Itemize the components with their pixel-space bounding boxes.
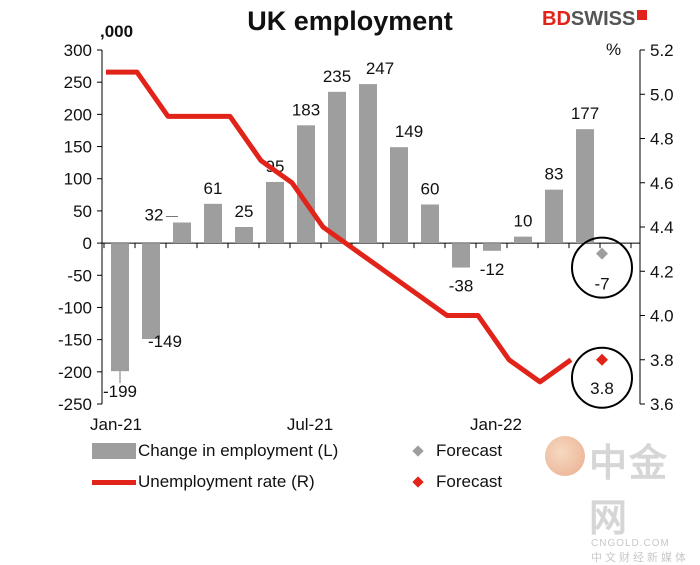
forecast-employment-label: -7 [594,275,609,294]
bar [204,203,222,244]
legend-forecast-red: Forecast [410,472,502,492]
legend-forecast-red-label: Forecast [436,472,503,491]
bar-label: 247 [366,59,394,78]
bar [297,125,315,244]
left-tick-label: 150 [64,138,92,157]
left-tick-label: 200 [64,105,92,124]
watermark: 中金网 CNGOLD.COM 中文财经新媒体 [545,432,700,565]
watermark-logo-icon [545,436,585,476]
bar-label: 83 [545,165,564,184]
left-tick-label: -100 [58,298,92,317]
logo-bd-text: BD [542,8,571,30]
left-tick-label: 0 [83,234,92,253]
legend-line: Unemployment rate (R) [92,472,315,492]
right-tick-label: 3.6 [650,395,674,414]
logo-flag-icon [637,10,648,20]
bar-label: 177 [571,104,599,123]
right-tick-label: 4.0 [650,307,674,326]
bar [421,204,439,244]
bar-label: 235 [323,67,351,86]
forecast-unemployment-marker [596,353,608,366]
bar [359,84,377,244]
left-tick-label: -50 [67,266,92,285]
bar [142,243,160,339]
right-tick-label: 5.0 [650,85,674,104]
left-tick-label: 50 [73,202,92,221]
bar [545,189,563,244]
left-tick-label: 300 [64,41,92,60]
bar [111,243,129,372]
left-tick-label: -200 [58,363,92,382]
bar [452,243,470,268]
bar [576,129,594,244]
legend-forecast-grey-label: Forecast [436,441,503,460]
left-axis-unit: ,000 [100,22,134,41]
bar-label: 149 [395,122,423,141]
bar-label: 61 [204,179,223,198]
forecast-unemployment-circle [571,346,633,409]
x-tick-label: Jan-22 [470,415,522,434]
legend-line-label: Unemployment rate (R) [138,472,315,491]
bar-label: 10 [514,212,533,231]
logo-swiss-text: SWISS [570,8,636,30]
legend-line-swatch [92,479,136,485]
x-tick-label: Jul-21 [287,415,333,434]
bar [266,181,284,244]
bdswiss-logo: BDSWISS [542,8,648,31]
bar-label: 183 [292,100,320,119]
unemployment-line [106,69,573,385]
left-tick-label: 100 [64,170,92,189]
bar [390,147,408,244]
bar-label: -199 [103,382,137,401]
right-tick-label: 5.2 [650,41,674,60]
left-tick-label: 250 [64,73,92,92]
legend-forecast-red-diamond-icon [412,476,424,488]
employment-chart: 300 250 200 150 100 50 0 -50 -100 -150 -200 -250 5.2… [58,41,674,434]
x-tick-label: Jan-21 [90,415,142,434]
watermark-sub: CNGOLD.COM [591,538,670,549]
legend-bar-label: Change in employment (L) [138,441,339,460]
bar-label: -12 [480,260,505,279]
bar-label: -149 [148,332,182,351]
watermark-main: 中金网 [589,443,670,540]
bar [483,243,501,251]
right-tick-label: 4.4 [650,218,674,237]
right-tick-label: 4.8 [650,130,674,149]
bar [514,236,532,244]
right-axis-unit: % [606,40,622,59]
bar [235,227,253,244]
right-tick-label: 4.2 [650,262,674,281]
legend-forecast-grey: Forecast [410,441,502,461]
bar-label: 32 [145,205,164,224]
right-tick-label: 4.6 [650,174,674,193]
bar [173,222,191,244]
bar-label: 25 [235,202,254,221]
right-tick-label: 3.8 [650,351,674,370]
legend-forecast-grey-diamond-icon [412,445,424,457]
bar-label: 60 [421,179,440,198]
bar [328,91,346,244]
legend-bar-swatch [92,443,136,459]
chart-title: UK employment [247,6,453,36]
legend-bar: Change in employment (L) [92,441,338,461]
forecast-employment-circle [571,236,633,299]
watermark-zh: 中文财经新媒体 [591,552,689,564]
forecast-employment-marker [596,247,608,260]
forecast-unemployment-label: 3.8 [590,379,614,398]
left-tick-label: -250 [58,395,92,414]
left-tick-label: -150 [58,331,92,350]
bar-label: -38 [449,277,474,296]
